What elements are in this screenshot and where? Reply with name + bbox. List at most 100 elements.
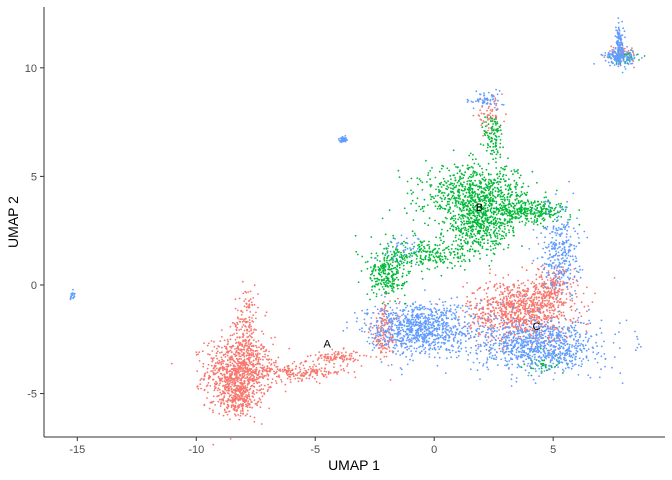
scatter-point-green bbox=[467, 168, 470, 171]
scatter-point-red bbox=[237, 388, 239, 391]
scatter-point-red bbox=[537, 304, 540, 307]
scatter-point-red bbox=[325, 363, 327, 366]
scatter-point-green bbox=[494, 240, 497, 242]
scatter-point-green bbox=[424, 258, 427, 261]
scatter-point-red bbox=[257, 352, 259, 354]
scatter-point-green bbox=[479, 257, 481, 260]
scatter-point-green bbox=[379, 243, 382, 246]
scatter-point-green bbox=[531, 170, 534, 173]
scatter-point-red bbox=[215, 354, 218, 357]
scatter-point-red bbox=[479, 109, 481, 112]
scatter-point-red bbox=[381, 324, 383, 327]
scatter-point-red bbox=[203, 404, 206, 407]
scatter-point-red bbox=[536, 314, 538, 317]
scatter-point-red bbox=[289, 373, 292, 376]
scatter-point-red bbox=[238, 336, 241, 338]
scatter-point-red bbox=[549, 295, 552, 298]
scatter-point-green bbox=[403, 207, 406, 210]
scatter-point-red bbox=[242, 385, 245, 388]
scatter-point-red bbox=[548, 336, 551, 339]
scatter-point-red bbox=[263, 384, 266, 387]
scatter-point-red bbox=[251, 354, 253, 357]
scatter-point-green bbox=[494, 186, 496, 189]
scatter-point-green bbox=[505, 210, 508, 213]
scatter-point-red bbox=[353, 371, 356, 373]
scatter-point-green bbox=[492, 248, 495, 250]
scatter-point-green bbox=[505, 213, 508, 215]
scatter-point-green bbox=[525, 222, 527, 224]
scatter-point-red bbox=[539, 325, 542, 328]
scatter-point-red bbox=[491, 330, 493, 332]
scatter-point-red bbox=[315, 369, 318, 371]
scatter-point-red bbox=[239, 349, 242, 352]
scatter-point-red bbox=[251, 304, 254, 307]
scatter-point-green bbox=[370, 252, 373, 255]
scatter-point-red bbox=[257, 400, 260, 403]
scatter-point-red bbox=[623, 47, 626, 50]
scatter-point-green bbox=[531, 221, 533, 223]
scatter-point-green bbox=[468, 258, 471, 261]
scatter-point-red bbox=[376, 340, 378, 343]
scatter-point-green bbox=[468, 175, 471, 178]
scatter-point-green bbox=[384, 292, 386, 294]
scatter-point-red bbox=[234, 391, 237, 393]
scatter-point-green bbox=[526, 217, 529, 220]
scatter-point-green bbox=[535, 221, 537, 224]
scatter-point-green bbox=[382, 288, 385, 290]
scatter-point-red bbox=[248, 334, 251, 337]
scatter-point-red bbox=[245, 394, 247, 396]
scatter-point-green bbox=[474, 234, 477, 237]
scatter-point-green bbox=[533, 219, 536, 222]
scatter-point-green bbox=[381, 302, 384, 305]
scatter-point-green bbox=[495, 167, 498, 169]
scatter-point-red bbox=[245, 405, 248, 408]
scatter-point-red bbox=[531, 309, 534, 312]
scatter-point-green bbox=[379, 260, 381, 262]
scatter-point-green bbox=[503, 211, 506, 214]
scatter-point-red bbox=[558, 313, 561, 316]
scatter-point-red bbox=[256, 368, 258, 371]
scatter-point-red bbox=[487, 341, 489, 344]
scatter-point-green bbox=[490, 249, 492, 252]
scatter-point-green bbox=[454, 222, 457, 225]
scatter-point-red bbox=[496, 300, 498, 303]
scatter-point-red bbox=[327, 357, 330, 360]
scatter-point-red bbox=[480, 312, 482, 315]
scatter-point-red bbox=[257, 360, 259, 363]
scatter-point-red bbox=[489, 268, 492, 271]
scatter-point-green bbox=[469, 152, 472, 155]
scatter-point-red bbox=[508, 311, 511, 313]
scatter-point-red bbox=[490, 320, 493, 323]
scatter-point-red bbox=[544, 299, 546, 302]
scatter-point-red bbox=[554, 294, 557, 297]
scatter-point-green bbox=[517, 169, 519, 171]
scatter-point-red bbox=[519, 295, 521, 297]
scatter-point-green bbox=[481, 178, 484, 180]
scatter-point-green bbox=[484, 209, 487, 212]
scatter-point-red bbox=[508, 321, 510, 324]
scatter-point-green bbox=[495, 144, 497, 147]
scatter-point-green bbox=[448, 203, 450, 206]
scatter-point-red bbox=[261, 364, 264, 367]
scatter-point-red bbox=[627, 49, 630, 52]
scatter-point-red bbox=[285, 369, 288, 372]
scatter-point-red bbox=[225, 383, 227, 386]
scatter-point-red bbox=[240, 328, 242, 331]
scatter-point-red bbox=[348, 354, 351, 357]
scatter-point-red bbox=[241, 375, 244, 377]
scatter-point-red bbox=[328, 370, 330, 373]
scatter-point-green bbox=[452, 257, 455, 259]
scatter-point-red bbox=[269, 386, 272, 389]
scatter-point-green bbox=[500, 186, 502, 189]
scatter-point-green bbox=[451, 202, 454, 204]
scatter-point-red bbox=[293, 360, 296, 363]
scatter-point-green bbox=[538, 211, 540, 214]
scatter-point-green bbox=[436, 256, 439, 258]
scatter-point-red bbox=[520, 324, 523, 327]
scatter-point-green bbox=[518, 207, 520, 210]
scatter-point-red bbox=[325, 370, 328, 373]
scatter-point-red bbox=[215, 367, 218, 370]
scatter-point-green bbox=[460, 220, 463, 223]
scatter-point-green bbox=[463, 258, 465, 261]
scatter-point-red bbox=[347, 371, 350, 374]
